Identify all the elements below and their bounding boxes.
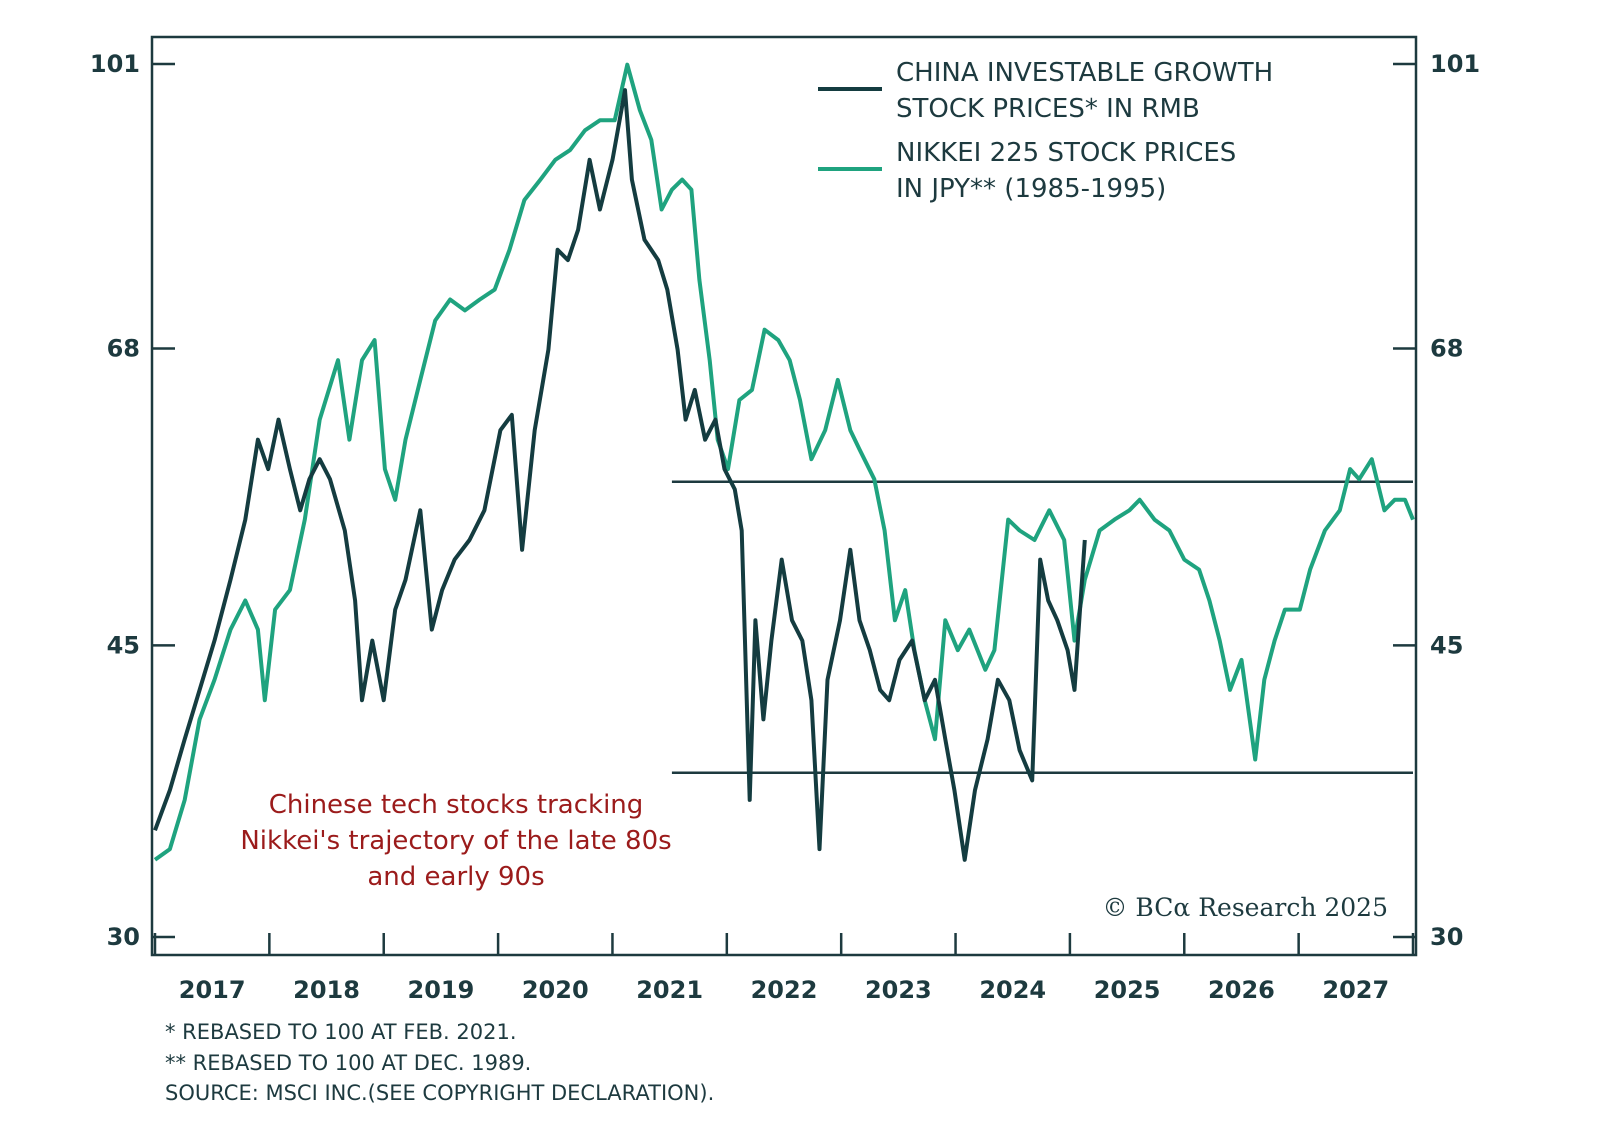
- annotation: Chinese tech stocks tracking Nikkei's tr…: [240, 790, 671, 892]
- y-tick-label-left: 30: [107, 923, 140, 951]
- x-tick-label: 2022: [751, 976, 818, 1004]
- footnote-2: ** REBASED TO 100 AT DEC. 1989.: [165, 1051, 532, 1075]
- legend: CHINA INVESTABLE GROWTH STOCK PRICES* IN…: [818, 58, 1273, 204]
- y-tick-label-left: 45: [107, 631, 140, 659]
- legend-label-nikkei-line2: IN JPY** (1985-1995): [896, 174, 1166, 204]
- y-tick-label-right: 30: [1430, 923, 1463, 951]
- x-tick-label: 2025: [1094, 976, 1161, 1004]
- y-tick-label-right: 68: [1430, 335, 1463, 363]
- footnote-source: SOURCE: MSCI INC.(SEE COPYRIGHT DECLARAT…: [165, 1081, 715, 1105]
- legend-label-china-line2: STOCK PRICES* IN RMB: [896, 94, 1200, 124]
- y-tick-label-right: 45: [1430, 631, 1463, 659]
- x-tick-label: 2021: [636, 976, 703, 1004]
- x-tick-label: 2018: [293, 976, 360, 1004]
- annotation-line3: and early 90s: [367, 862, 544, 892]
- annotation-line1: Chinese tech stocks tracking: [269, 790, 644, 820]
- x-tick-label: 2026: [1208, 976, 1275, 1004]
- series-china-line: [153, 88, 1087, 862]
- x-tick-label: 2019: [408, 976, 475, 1004]
- legend-label-nikkei-line1: NIKKEI 225 STOCK PRICES: [896, 138, 1236, 168]
- legend-label-china-line1: CHINA INVESTABLE GROWTH: [896, 58, 1273, 88]
- x-tick-label: 2020: [522, 976, 589, 1004]
- x-tick-label: 2024: [979, 976, 1046, 1004]
- y-tick-label-left: 68: [107, 335, 140, 363]
- annotation-line2: Nikkei's trajectory of the late 80s: [240, 826, 671, 856]
- y-tick-label-left: 101: [90, 50, 140, 78]
- footnote-1: * REBASED TO 100 AT FEB. 2021.: [165, 1020, 517, 1044]
- series-nikkei-line: [153, 62, 1415, 862]
- x-tick-label: 2023: [865, 976, 932, 1004]
- copyright-logo: © BCα Research 2025: [1102, 893, 1388, 922]
- plot-frame: [150, 35, 1418, 957]
- x-tick-label: 2017: [179, 976, 246, 1004]
- y-tick-label-right: 101: [1430, 50, 1480, 78]
- x-tick-label: 2027: [1322, 976, 1389, 1004]
